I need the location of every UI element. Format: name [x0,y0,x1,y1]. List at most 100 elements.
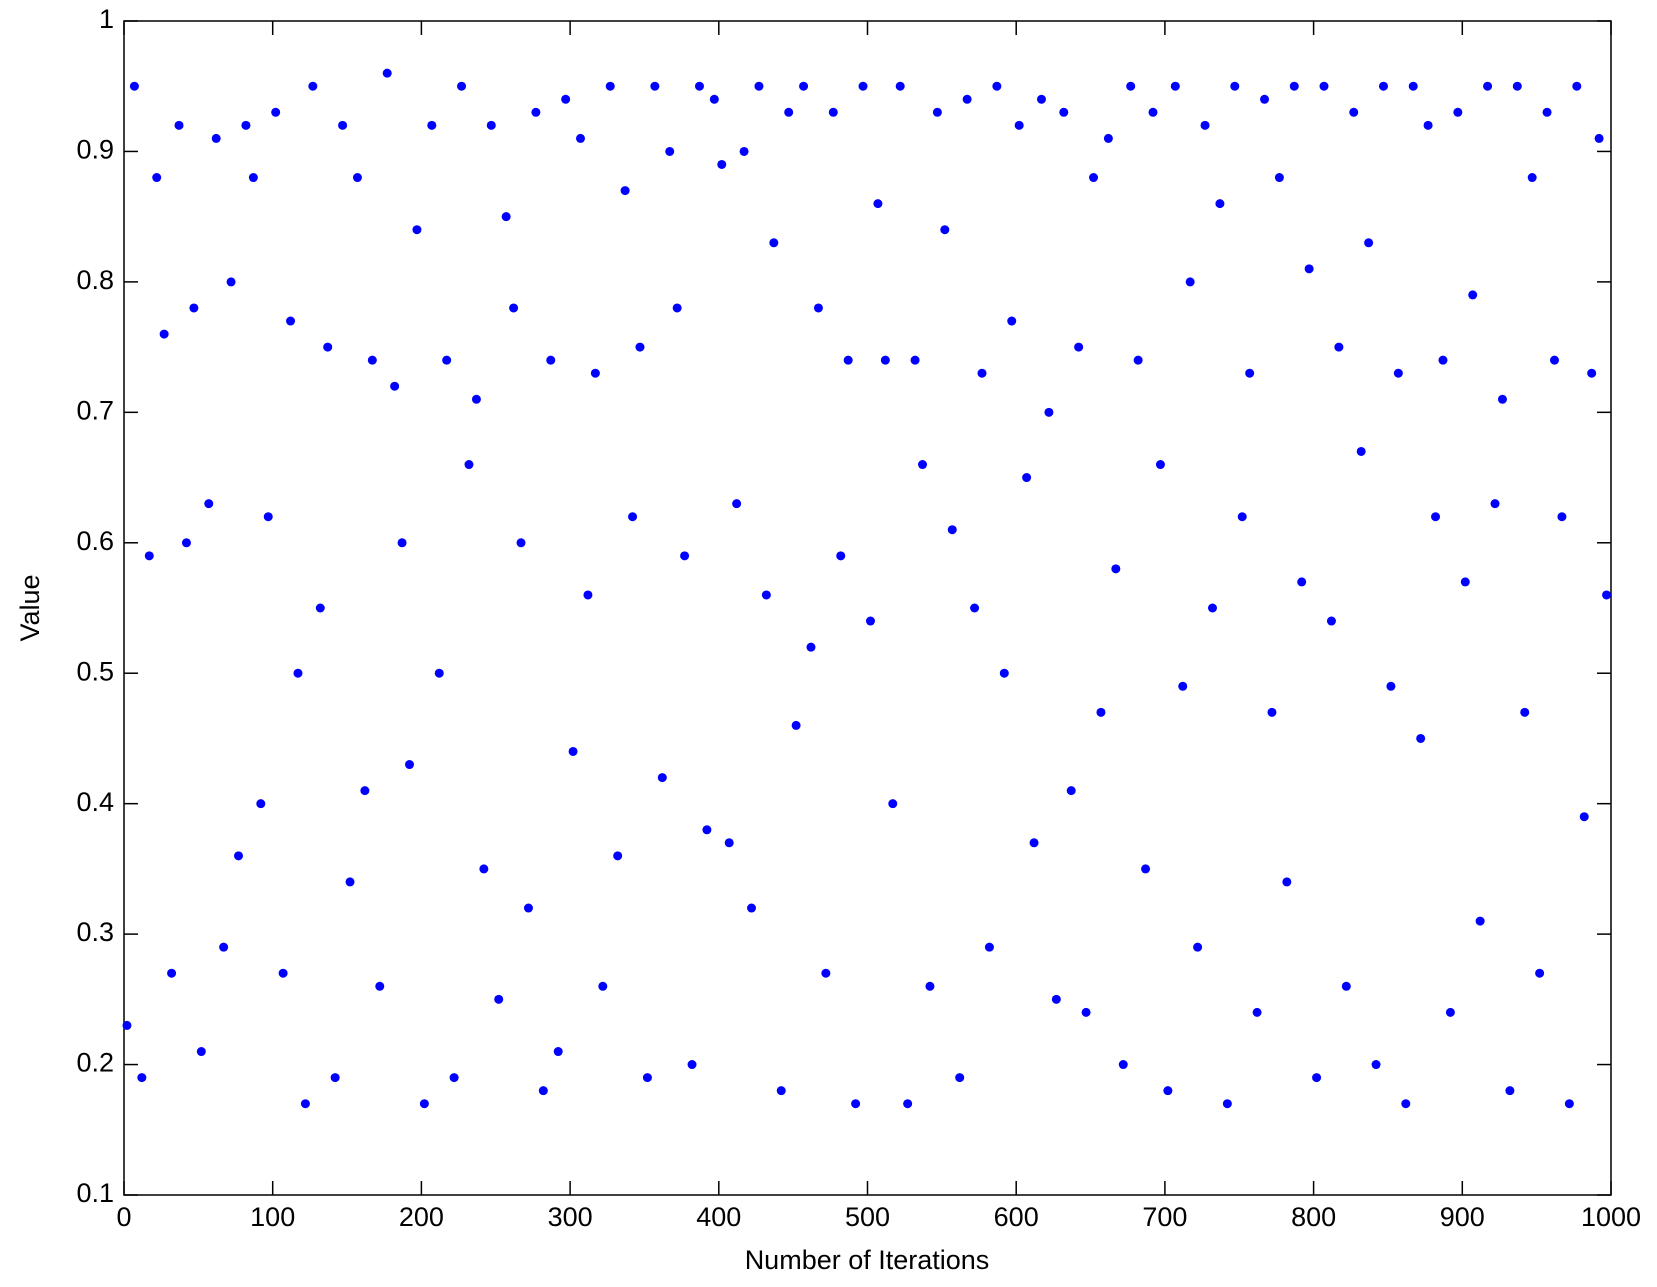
point [390,381,400,391]
point [613,851,623,861]
point [962,94,972,104]
point [419,1099,429,1109]
point [992,81,1002,91]
point [531,107,541,117]
point [471,394,481,404]
point [806,642,816,652]
point [1148,107,1158,117]
point [1378,81,1388,91]
point [583,590,593,600]
x-axis-label: Number of Iterations [745,1245,990,1275]
point [947,525,957,535]
point [694,81,704,91]
point [523,903,533,913]
point [1505,1086,1515,1096]
point [1527,173,1537,183]
point [479,864,489,874]
point [977,368,987,378]
y-tick-label: 1 [99,4,114,34]
point [1170,81,1180,91]
point [345,877,355,887]
point [1096,707,1106,717]
point [553,1047,563,1057]
point [181,538,191,548]
point [1163,1086,1173,1096]
point [1215,199,1225,209]
point [791,720,801,730]
point [1535,968,1545,978]
point [851,1099,861,1109]
point [137,1073,147,1083]
point [1089,173,1099,183]
point [1468,290,1478,300]
point [546,355,556,365]
point [330,1073,340,1083]
y-tick-label: 0.9 [76,135,114,165]
point [1007,316,1017,326]
point [434,668,444,678]
x-tick-label: 200 [399,1202,444,1232]
point [657,773,667,783]
point [1133,355,1143,365]
point [1252,1007,1262,1017]
point [1059,107,1069,117]
point [1126,81,1136,91]
point [642,1073,652,1083]
point [360,786,370,796]
point [1497,394,1507,404]
point [1564,1099,1574,1109]
point [464,460,474,470]
y-tick-label: 0.8 [76,265,114,295]
y-tick-label: 0.6 [76,526,114,556]
point [367,355,377,365]
point [152,173,162,183]
point [1230,81,1240,91]
point [494,994,504,1004]
point [724,838,734,848]
point [1178,681,1188,691]
point [174,120,184,130]
point [256,799,266,809]
point [761,590,771,600]
point [1207,603,1217,613]
point [568,746,578,756]
point [1512,81,1522,91]
x-tick-label: 0 [116,1202,131,1232]
point [412,225,422,235]
point [1579,812,1589,822]
point [1155,460,1165,470]
point [1044,407,1054,417]
point [1118,1060,1128,1070]
point [880,355,890,365]
point [323,342,333,352]
point [717,159,727,169]
point [918,460,928,470]
point [754,81,764,91]
point [687,1060,697,1070]
point [449,1073,459,1083]
point [1267,707,1277,717]
point [776,1086,786,1096]
point [970,603,980,613]
point [1341,981,1351,991]
point [248,173,258,183]
point [509,303,519,313]
point [1423,120,1433,130]
point [167,968,177,978]
point [1319,81,1329,91]
point [702,825,712,835]
y-tick-label: 0.2 [76,1048,114,1078]
point [382,68,392,78]
x-tick-label: 700 [1142,1202,1187,1232]
point [1200,120,1210,130]
point [1245,368,1255,378]
x-tick-label: 800 [1291,1202,1336,1232]
point [122,1020,132,1030]
point [315,603,325,613]
point [1304,264,1314,274]
point [576,133,586,143]
point [1408,81,1418,91]
point [1602,590,1612,600]
